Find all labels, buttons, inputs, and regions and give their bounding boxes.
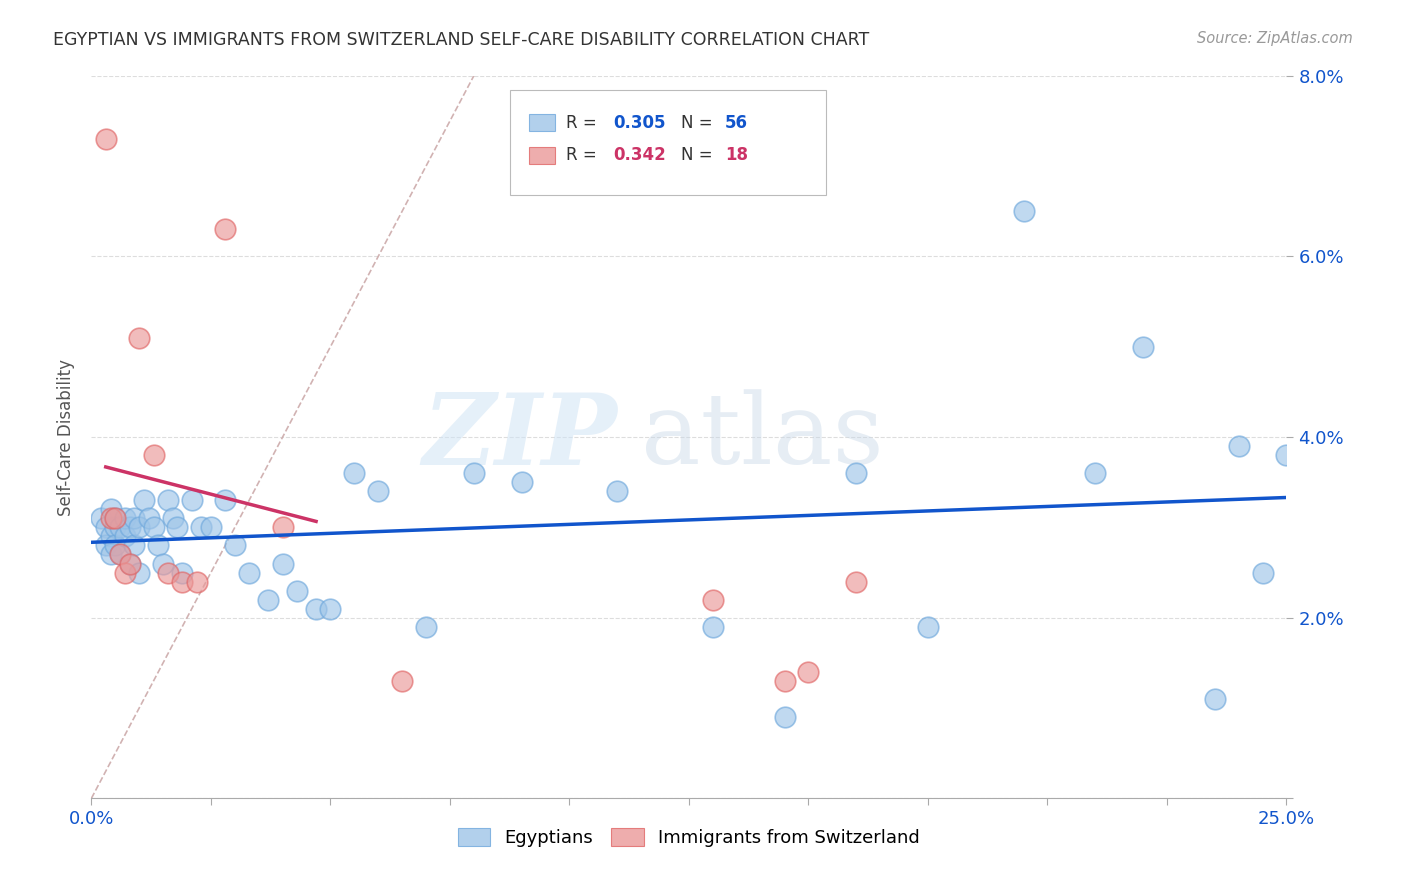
Point (128, 520, 150, 534)
Point (797, 665, 820, 679)
Point (128, 566, 150, 580)
Point (152, 557, 174, 571)
Point (100, 502, 122, 516)
Point (172, 574, 194, 589)
Point (391, 673, 413, 688)
Point (128, 331, 150, 345)
Point (114, 566, 136, 580)
Text: 56: 56 (725, 114, 748, 132)
Text: 18: 18 (725, 146, 748, 164)
Point (238, 566, 260, 580)
Point (606, 484, 628, 499)
Point (118, 557, 141, 571)
Point (108, 548, 131, 562)
Point (702, 620, 724, 634)
Point (142, 520, 165, 534)
Point (773, 673, 796, 688)
Point (100, 529, 122, 543)
Point (1012, 204, 1035, 219)
Point (100, 511, 122, 525)
Point (1251, 566, 1274, 580)
Point (305, 601, 328, 615)
Point (94, 132, 117, 146)
Y-axis label: Self-Care Disability: Self-Care Disability (58, 359, 76, 516)
Point (367, 484, 389, 499)
Point (172, 566, 194, 580)
Point (114, 511, 136, 525)
Text: R =: R = (565, 146, 602, 164)
Point (1132, 340, 1154, 354)
Point (156, 566, 179, 580)
Point (94, 520, 117, 534)
Point (166, 520, 188, 534)
Point (271, 557, 294, 571)
Text: atlas: atlas (641, 389, 884, 485)
Point (702, 592, 724, 607)
Point (124, 538, 146, 552)
Text: ZIP: ZIP (422, 389, 617, 485)
Legend: Egyptians, Immigrants from Switzerland: Egyptians, Immigrants from Switzerland (450, 821, 928, 855)
Text: 0.342: 0.342 (613, 146, 666, 164)
Text: R =: R = (565, 114, 602, 132)
Point (142, 448, 165, 462)
FancyBboxPatch shape (529, 114, 555, 131)
Point (214, 222, 236, 236)
Point (118, 520, 141, 534)
FancyBboxPatch shape (509, 90, 827, 195)
Text: Source: ZipAtlas.com: Source: ZipAtlas.com (1197, 31, 1353, 46)
Point (224, 538, 246, 552)
Point (271, 520, 294, 534)
Point (114, 529, 136, 543)
Point (1227, 439, 1250, 453)
FancyBboxPatch shape (529, 146, 555, 164)
Point (104, 511, 127, 525)
Point (162, 511, 184, 525)
Point (108, 520, 131, 534)
Point (132, 493, 155, 508)
Point (510, 475, 533, 490)
Text: 0.305: 0.305 (613, 114, 666, 132)
Point (917, 620, 939, 634)
Point (285, 583, 308, 598)
Point (90, 511, 112, 525)
Point (118, 557, 141, 571)
Text: N =: N = (681, 114, 717, 132)
Point (180, 493, 202, 508)
Point (100, 548, 122, 562)
Point (343, 466, 366, 480)
Point (108, 548, 131, 562)
Point (773, 710, 796, 724)
Point (1204, 692, 1226, 706)
Point (463, 466, 485, 480)
Point (104, 511, 127, 525)
Point (190, 520, 212, 534)
Text: N =: N = (681, 146, 717, 164)
Point (148, 538, 170, 552)
Point (845, 466, 868, 480)
Point (104, 538, 127, 552)
Point (1084, 466, 1107, 480)
Point (415, 620, 437, 634)
Point (257, 592, 280, 607)
Point (214, 493, 236, 508)
Point (1275, 448, 1298, 462)
Point (138, 511, 160, 525)
Text: EGYPTIAN VS IMMIGRANTS FROM SWITZERLAND SELF-CARE DISABILITY CORRELATION CHART: EGYPTIAN VS IMMIGRANTS FROM SWITZERLAND … (53, 31, 870, 49)
Point (104, 520, 127, 534)
Point (200, 520, 222, 534)
Point (845, 574, 868, 589)
Point (319, 601, 342, 615)
Point (94, 538, 117, 552)
Point (124, 511, 146, 525)
Point (186, 574, 208, 589)
Point (156, 493, 179, 508)
